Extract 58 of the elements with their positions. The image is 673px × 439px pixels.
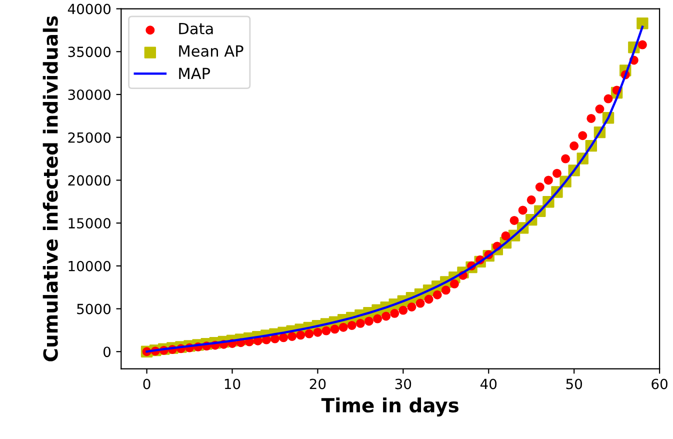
y-axis-title: Cumulative infected individuals — [42, 16, 58, 362]
point — [432, 290, 442, 300]
point — [636, 18, 648, 30]
point — [604, 94, 613, 104]
point — [526, 195, 536, 204]
y-tick-label: 30000 — [68, 89, 110, 100]
point — [322, 326, 331, 336]
x-tick-label: 0 — [143, 378, 150, 390]
point — [450, 279, 459, 288]
point — [304, 329, 314, 338]
point — [518, 206, 528, 215]
y-tick-label: 40000 — [68, 4, 110, 14]
point — [296, 330, 306, 340]
point — [390, 308, 400, 318]
point — [382, 312, 391, 321]
point — [586, 114, 596, 123]
y-tick-label: 0 — [103, 346, 110, 358]
point — [270, 334, 280, 344]
point — [535, 182, 544, 192]
point — [407, 302, 416, 312]
point — [561, 154, 570, 164]
point — [501, 231, 510, 240]
y-tick-label: 20000 — [68, 175, 110, 186]
legend-label: Data — [179, 23, 213, 34]
point — [424, 294, 434, 304]
legend-label: MAP — [179, 68, 210, 79]
y-tick-label: 25000 — [68, 132, 110, 143]
point — [570, 141, 579, 150]
point — [347, 320, 356, 330]
point — [338, 322, 348, 332]
point — [373, 314, 382, 324]
point — [441, 286, 450, 295]
x-axis-title: Time in days — [321, 397, 458, 416]
point — [364, 316, 374, 326]
point — [330, 324, 340, 334]
point — [279, 333, 288, 342]
point — [552, 168, 562, 178]
point — [595, 104, 604, 114]
legend-label: Mean AP — [179, 45, 244, 57]
y-tick-label: 15000 — [68, 218, 110, 229]
x-tick-label: 10 — [224, 378, 240, 390]
point — [578, 131, 588, 140]
y-tick-label: 5000 — [77, 304, 110, 314]
point — [398, 306, 408, 315]
point — [313, 328, 322, 337]
point — [288, 332, 297, 341]
point — [638, 40, 647, 50]
point — [510, 216, 519, 225]
x-tick-label: 30 — [395, 378, 412, 390]
x-tick-label: 40 — [480, 378, 497, 390]
point — [356, 318, 365, 328]
y-tick-label: 10000 — [68, 260, 110, 272]
x-tick-label: 60 — [652, 378, 668, 390]
y-tick-label: 35000 — [68, 46, 110, 58]
x-tick-label: 50 — [566, 378, 582, 390]
point — [544, 176, 553, 185]
point — [416, 298, 425, 308]
x-tick-label: 20 — [310, 378, 326, 390]
